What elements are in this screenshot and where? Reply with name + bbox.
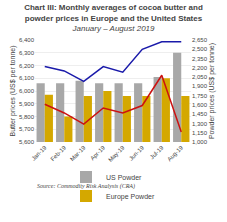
svg-text:1,450: 1,450 xyxy=(192,111,208,117)
svg-text:6,000: 6,000 xyxy=(19,88,35,94)
svg-text:Butter prices (US$ per tonne): Butter prices (US$ per tonne) xyxy=(9,45,17,136)
svg-text:Jan-19: Jan-19 xyxy=(30,144,48,162)
svg-text:Mar-19: Mar-19 xyxy=(69,144,87,162)
svg-text:2,200: 2,200 xyxy=(192,65,208,71)
svg-text:2,350: 2,350 xyxy=(192,56,208,62)
svg-text:5,700: 5,700 xyxy=(19,126,35,132)
svg-text:6,100: 6,100 xyxy=(19,75,35,81)
svg-text:Jul-19: Jul-19 xyxy=(149,144,165,160)
svg-text:Source: Commodity Risk Analysi: Source: Commodity Risk Analysis (CRA) xyxy=(37,183,135,190)
svg-text:Europe Powder: Europe Powder xyxy=(106,193,155,201)
svg-text:Feb-19: Feb-19 xyxy=(49,144,67,162)
svg-text:2,500: 2,500 xyxy=(192,46,208,52)
svg-text:1,000: 1,000 xyxy=(192,139,208,145)
svg-text:2,050: 2,050 xyxy=(192,74,208,80)
svg-text:1,600: 1,600 xyxy=(192,102,208,108)
svg-text:Powder prices (US$ per tonne): Powder prices (US$ per tonne) xyxy=(208,43,216,139)
svg-text:1,750: 1,750 xyxy=(192,93,208,99)
svg-text:5,900: 5,900 xyxy=(19,101,35,107)
svg-text:1,900: 1,900 xyxy=(192,83,208,89)
svg-text:2,650: 2,650 xyxy=(192,37,208,43)
svg-text:Aug-19: Aug-19 xyxy=(166,144,184,162)
svg-text:5,600: 5,600 xyxy=(19,139,35,145)
svg-text:Apr-19: Apr-19 xyxy=(89,144,106,161)
svg-text:US Powder: US Powder xyxy=(106,174,142,181)
svg-text:Jun-19: Jun-19 xyxy=(128,144,146,162)
svg-text:6,400: 6,400 xyxy=(19,37,35,43)
svg-text:1,300: 1,300 xyxy=(192,121,208,127)
svg-text:May-19: May-19 xyxy=(107,144,126,163)
svg-text:6,300: 6,300 xyxy=(19,50,35,56)
svg-text:5,800: 5,800 xyxy=(19,114,35,120)
svg-text:6,200: 6,200 xyxy=(19,63,35,69)
svg-text:Chart III: Monthly averages of: Chart III: Monthly averages of cocoa but… xyxy=(24,3,203,33)
svg-text:1,150: 1,150 xyxy=(192,130,208,136)
